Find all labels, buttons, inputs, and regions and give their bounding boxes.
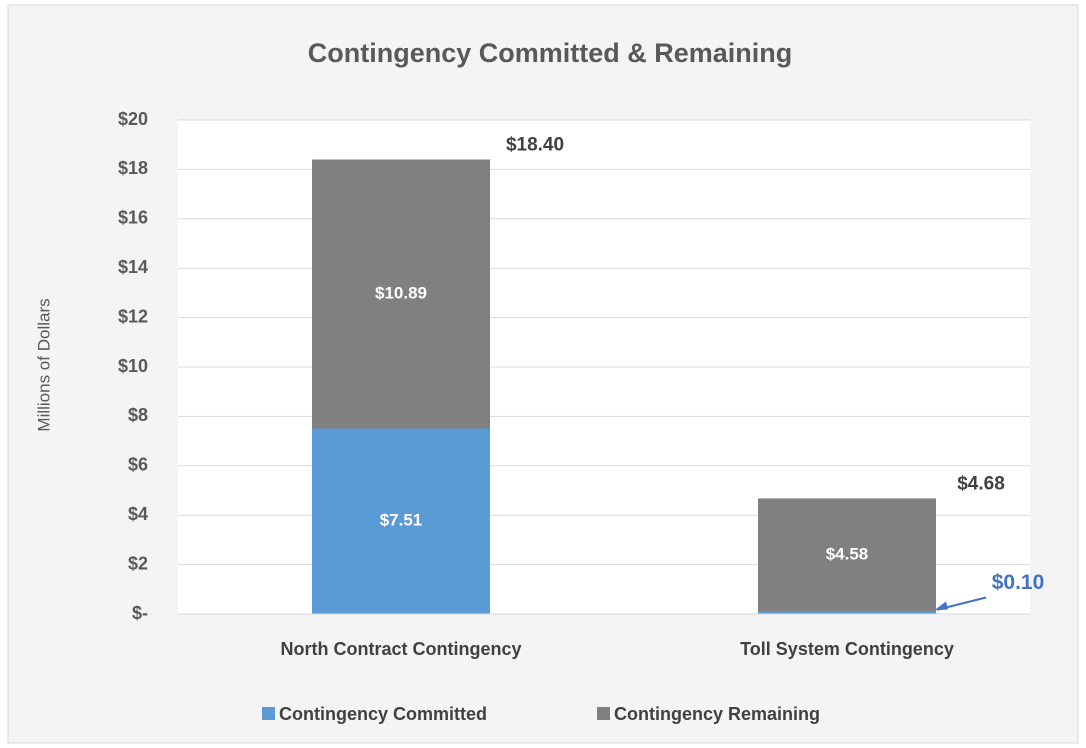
y-tick-label: $2 — [128, 553, 148, 573]
annotation-arrowhead — [934, 601, 948, 611]
y-tick-label: $8 — [128, 405, 148, 425]
total-label: $18.40 — [506, 135, 564, 156]
legend-swatch — [262, 707, 275, 720]
y-tick-label: $12 — [118, 306, 148, 326]
y-tick-label: $10 — [118, 356, 148, 376]
legend-swatch — [597, 707, 610, 720]
legend-label: Contingency Remaining — [614, 704, 820, 724]
y-axis-label: Millions of Dollars — [34, 298, 53, 431]
y-tick-label: $16 — [118, 208, 148, 228]
legend-label: Contingency Committed — [279, 704, 487, 724]
bar-segment — [758, 498, 936, 612]
y-tick-label: $- — [132, 603, 148, 623]
value-label: $0.10 — [992, 571, 1045, 594]
x-tick-label: Toll System Contingency — [740, 639, 954, 659]
y-tick-label: $6 — [128, 455, 148, 475]
y-tick-label: $14 — [118, 257, 148, 277]
value-label: $10.89 — [375, 283, 427, 302]
y-tick-label: $18 — [118, 158, 148, 178]
y-tick-label: $4 — [128, 504, 148, 524]
y-tick-label: $20 — [118, 109, 148, 129]
bar-segment — [312, 428, 490, 614]
value-label: $7.51 — [380, 511, 423, 530]
chart-title: Contingency Committed & Remaining — [308, 38, 793, 68]
bar-segment — [758, 611, 936, 614]
x-tick-label: North Contract Contingency — [281, 639, 522, 659]
bar-segment — [312, 159, 490, 429]
value-label: $4.58 — [826, 544, 869, 563]
total-label: $4.68 — [957, 473, 1005, 494]
